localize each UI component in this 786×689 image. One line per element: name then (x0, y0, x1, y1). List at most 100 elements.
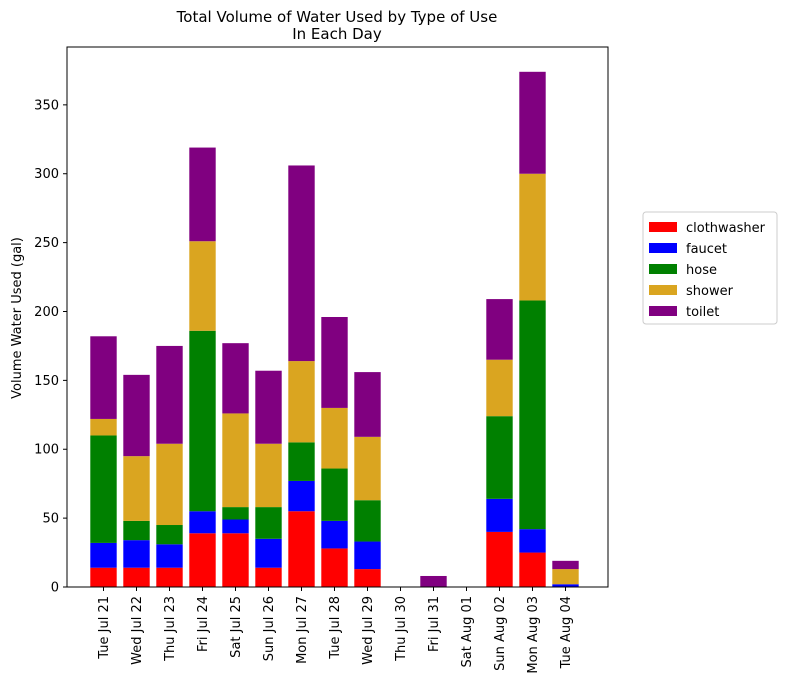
bar-hose-12 (486, 416, 513, 499)
bar-hose-5 (255, 507, 282, 539)
bar-toilet-3 (189, 147, 216, 242)
bar-shower-1 (123, 456, 150, 521)
bar-faucet-2 (156, 544, 183, 568)
bar-faucet-0 (90, 542, 117, 568)
bar-toilet-1 (123, 374, 150, 457)
y-tick-label: 100 (34, 443, 59, 458)
bar-toilet-6 (288, 165, 315, 362)
plot-frame (66, 46, 609, 588)
y-tick-label: 200 (34, 305, 59, 320)
bar-hose-0 (90, 435, 117, 543)
bar-toilet-2 (156, 345, 183, 444)
bar-clothwasher-12 (486, 531, 513, 587)
bar-clothwasher-1 (123, 567, 150, 587)
bar-shower-6 (288, 361, 315, 443)
bar-toilet-4 (222, 343, 249, 414)
bar-faucet-14 (552, 584, 579, 587)
bar-faucet-6 (288, 480, 315, 512)
bar-toilet-0 (90, 336, 117, 419)
legend-swatch-faucet (649, 243, 677, 253)
bar-shower-12 (486, 359, 513, 417)
legend-label-shower: shower (686, 284, 734, 299)
legend-swatch-shower (649, 285, 677, 295)
legend-label-faucet: faucet (686, 242, 727, 257)
bar-clothwasher-13 (519, 552, 546, 587)
bar-toilet-5 (255, 370, 282, 444)
y-tick-label: 50 (42, 512, 59, 527)
y-axis-label: Volume Water Used (gal) (10, 237, 25, 399)
legend-label-clothwasher: clothwasher (686, 221, 766, 236)
bar-hose-1 (123, 520, 150, 541)
y-tick-label: 350 (34, 98, 59, 113)
bar-faucet-12 (486, 498, 513, 532)
bar-faucet-1 (123, 540, 150, 568)
bar-faucet-8 (354, 541, 381, 570)
y-tick-label: 0 (51, 581, 59, 596)
bar-toilet-13 (519, 71, 546, 174)
bar-toilet-14 (552, 560, 579, 570)
x-tick-label: Tue Aug 04 (559, 596, 574, 669)
bar-hose-6 (288, 442, 315, 481)
bar-shower-4 (222, 413, 249, 508)
bar-faucet-13 (519, 529, 546, 553)
legend-label-hose: hose (686, 263, 717, 278)
x-tick-label: Fri Jul 31 (427, 596, 442, 652)
bar-clothwasher-8 (354, 569, 381, 587)
x-tick-label: Tue Jul 28 (328, 596, 343, 660)
y-tick-label: 250 (34, 236, 59, 251)
y-tick-label: 150 (34, 374, 59, 389)
legend-swatch-toilet (649, 306, 677, 316)
legend-swatch-clothwasher (649, 222, 677, 232)
x-tick-label: Sat Jul 25 (229, 596, 244, 658)
bar-faucet-4 (222, 519, 249, 534)
bar-shower-5 (255, 443, 282, 508)
legend-swatch-hose (649, 264, 677, 274)
x-tick-label: Thu Jul 23 (163, 596, 178, 662)
bar-clothwasher-4 (222, 533, 249, 587)
x-tick-label: Sat Aug 01 (460, 596, 475, 668)
bar-shower-8 (354, 436, 381, 501)
x-tick-label: Fri Jul 24 (196, 596, 211, 652)
x-tick-label: Tue Jul 21 (97, 596, 112, 660)
bar-faucet-3 (189, 511, 216, 534)
chart-subtitle: In Each Day (292, 25, 382, 43)
x-tick-label: Wed Jul 29 (361, 596, 376, 665)
x-tick-label: Sun Jul 26 (262, 596, 277, 661)
legend-label-toilet: toilet (686, 305, 719, 320)
bar-shower-0 (90, 418, 117, 436)
bar-toilet-12 (486, 299, 513, 360)
bar-faucet-7 (321, 520, 348, 549)
y-ticks: 0 50 100 150 200 250 300 350 (34, 98, 67, 596)
bar-toilet-10 (420, 575, 447, 587)
bar-hose-8 (354, 500, 381, 542)
bar-hose-13 (519, 300, 546, 530)
bar-clothwasher-6 (288, 511, 315, 587)
legend-box (642, 211, 778, 325)
x-tick-label: Wed Jul 22 (130, 596, 145, 665)
bar-hose-7 (321, 468, 348, 521)
chart-title: Total Volume of Water Used by Type of Us… (176, 8, 498, 26)
bar-hose-3 (189, 330, 216, 512)
bars-layer (90, 71, 579, 587)
x-tick-label: Thu Jul 30 (394, 596, 409, 662)
bar-hose-2 (156, 525, 183, 545)
bar-clothwasher-0 (90, 567, 117, 587)
legend: clothwasher faucet hose shower toilet (642, 211, 778, 325)
bar-clothwasher-3 (189, 533, 216, 587)
bar-shower-13 (519, 173, 546, 301)
bar-shower-2 (156, 443, 183, 526)
bar-shower-3 (189, 241, 216, 331)
bar-shower-7 (321, 407, 348, 469)
x-tick-label: Sun Aug 02 (493, 596, 508, 671)
bar-toilet-8 (354, 372, 381, 437)
bar-toilet-7 (321, 317, 348, 408)
bar-clothwasher-5 (255, 567, 282, 587)
bar-shower-14 (552, 569, 579, 585)
bar-clothwasher-7 (321, 548, 348, 587)
bar-clothwasher-2 (156, 567, 183, 587)
bar-hose-4 (222, 507, 249, 520)
x-tick-label: Mon Aug 03 (526, 596, 541, 674)
x-tick-label: Mon Jul 27 (295, 596, 310, 664)
y-tick-label: 300 (34, 167, 59, 182)
